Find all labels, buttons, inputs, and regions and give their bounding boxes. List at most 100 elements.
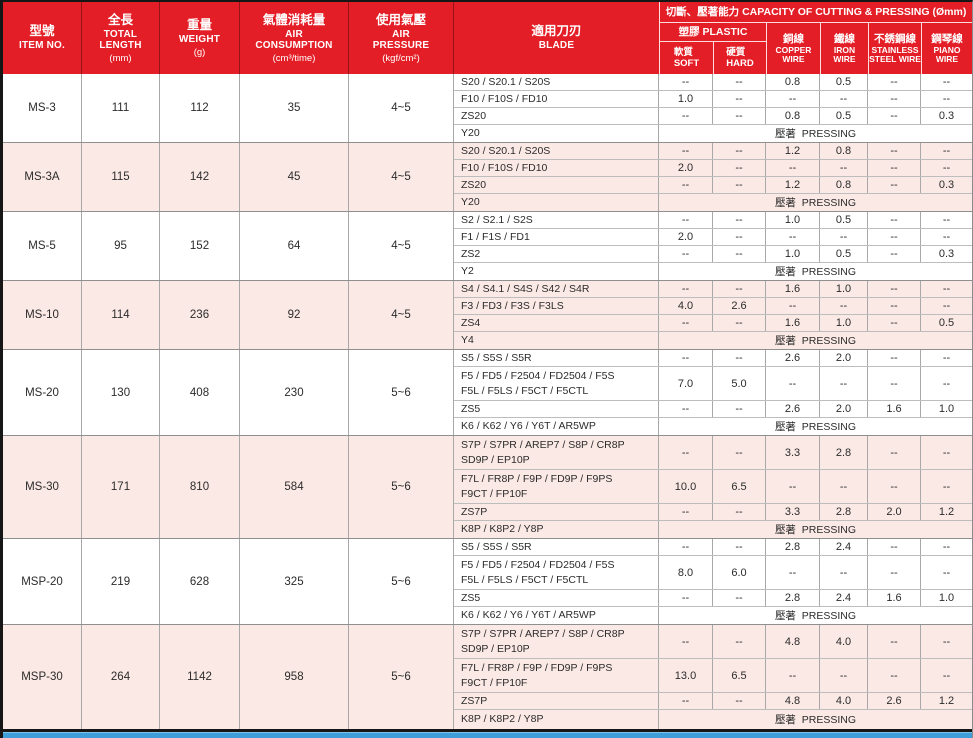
blade-row: K6 / K62 / Y6 / Y6T / AR5WP 壓著 PRESSING (454, 607, 972, 624)
capacity-piano-cell: 1.2 (938, 506, 955, 518)
capacity-hard-cell: -- (713, 177, 766, 193)
spec-air-pressure: 5~6 (349, 539, 454, 624)
capacity-copper-cell: 3.3 (766, 436, 820, 469)
table-body: MS-3 111 112 35 4~5 S20 / S20.1 / S20S -- -- 0.8… (3, 74, 972, 738)
blade-row: ZS2 -- -- 1.0 0.5 -- 0.3 (454, 246, 972, 263)
capacity-stainless-cell: -- (868, 659, 921, 692)
column-header-air-consumption-unit: (cm³/time) (272, 52, 316, 64)
capacity-copper-cell: 2.6 (766, 350, 820, 366)
capacity-piano-cell: -- (942, 352, 951, 364)
blade-cell: F10 / F10S / FD10 (454, 91, 659, 107)
blade-cell: ZS20 (454, 177, 659, 193)
blade-row: S5 / S5S / S5R -- -- 2.6 2.0 -- -- (454, 350, 972, 367)
capacity-iron-cell: 0.8 (820, 177, 868, 193)
column-header-item-no-en: ITEM NO. (18, 40, 66, 52)
blade-row: F10 / F10S / FD10 2.0 -- -- -- -- -- (454, 160, 972, 177)
spec-air-consumption: 958 (240, 625, 349, 729)
capacity-copper-cell: -- (766, 556, 820, 589)
capacity-hard-cell: -- (713, 539, 766, 555)
capacity-copper-cell: 1.0 (766, 212, 820, 228)
capacity-hard-cell: -- (713, 160, 766, 176)
capacity-iron-cell: -- (820, 298, 868, 314)
model-section-ms-20: MS-20 130 408 230 5~6 S5 / S5S / S5R -- -- 2.6 2.… (3, 350, 972, 436)
spec-item-no: MS-20 (3, 350, 82, 435)
blade-cell: F7L / FR8P / F9P / FD9P / F9PS F9CT / FP… (454, 470, 659, 503)
capacity-piano-cell: -- (942, 300, 951, 312)
capacity-stainless-cell: -- (868, 539, 921, 555)
pressing-cell: 壓著 PRESSING (774, 421, 857, 433)
spec-total-length: 264 (82, 625, 160, 729)
capacity-piano-cell: 0.5 (938, 317, 955, 329)
capacity-piano-cell: 0.3 (938, 248, 955, 260)
capacity-hard-cell: -- (713, 229, 766, 245)
model-section-ms-3: MS-3 111 112 35 4~5 S20 / S20.1 / S20S -- -- 0.8… (3, 74, 972, 143)
blade-cell: Y20 (454, 194, 659, 211)
blade-cell: ZS2 (454, 246, 659, 262)
spec-air-consumption: 35 (240, 74, 349, 142)
blade-row: F7L / FR8P / F9P / FD9P / F9PS F9CT / FP… (454, 659, 972, 693)
capacity-soft-cell: -- (659, 401, 713, 417)
capacity-piano-cell: -- (942, 93, 951, 105)
blade-row: S20 / S20.1 / S20S -- -- 1.2 0.8 -- -- (454, 143, 972, 160)
capacity-hard-cell: -- (713, 315, 766, 331)
column-header-blade-zh: 適用刀刃 (531, 24, 582, 39)
spec-total-length: 95 (82, 212, 160, 280)
blade-cell: Y4 (454, 332, 659, 349)
capacity-hard-cell: 2.6 (713, 298, 766, 314)
blade-row: Y2 壓著 PRESSING (454, 263, 972, 280)
capacity-hard-cell: -- (713, 281, 766, 297)
capacity-soft-cell: 4.0 (659, 298, 713, 314)
blade-row: F7L / FR8P / F9P / FD9P / F9PS F9CT / FP… (454, 470, 972, 504)
capacity-piano-cell: 0.3 (938, 179, 955, 191)
blade-cell: F5 / FD5 / F2504 / FD2504 / F5S F5L / F5… (454, 367, 659, 400)
capacity-soft-cell: -- (659, 504, 713, 520)
iron-wire-zh: 鐵線 (834, 32, 855, 45)
capacity-iron-cell: 2.0 (820, 401, 868, 417)
column-header-air-consumption: 氣體消耗量 AIR CONSUMPTION (cm³/time) (240, 2, 349, 74)
capacity-hard-cell: 5.0 (713, 367, 766, 400)
capacity-stainless-cell: 1.6 (868, 401, 921, 417)
capacity-piano-cell: -- (942, 541, 951, 553)
spec-weight: 810 (160, 436, 240, 538)
capacity-stainless-cell: -- (868, 177, 921, 193)
capacity-soft-cell: 7.0 (659, 367, 713, 400)
capacity-hard-cell: -- (713, 350, 766, 366)
capacity-piano-cell: 1.2 (938, 695, 955, 707)
capacity-stainless-cell: -- (868, 229, 921, 245)
capacity-iron-cell: 4.0 (820, 625, 868, 658)
capacity-piano-cell: 0.3 (938, 110, 955, 122)
column-header-weight-unit: (g) (193, 46, 206, 58)
model-section-ms-5: MS-5 95 152 64 4~5 S2 / S2.1 / S2S -- -- 1.0 0.5-… (3, 212, 972, 281)
blade-cell: ZS20 (454, 108, 659, 124)
blade-row: Y20 壓著 PRESSING (454, 125, 972, 142)
capacity-stainless-cell: -- (868, 108, 921, 124)
column-header-weight-en: WEIGHT (178, 34, 221, 46)
capacity-subheaders: 塑膠 PLASTIC 軟質 SOFT 硬質 HARD 銅線 COPPER WIR… (660, 23, 972, 74)
column-header-air-pressure: 使用氣壓 AIR PRESSURE (kgf/cm²) (349, 2, 454, 74)
column-header-hard: 硬質 HARD (726, 47, 754, 69)
blade-row: Y4 壓著 PRESSING (454, 332, 972, 349)
spec-total-length: 111 (82, 74, 160, 142)
capacity-stainless-cell: -- (868, 143, 921, 159)
copper-wire-en: COPPER WIRE (775, 44, 812, 64)
blade-row: S5 / S5S / S5R -- -- 2.8 2.4 -- -- (454, 539, 972, 556)
column-header-weight-zh: 重量 (186, 18, 212, 33)
capacity-piano-cell: -- (942, 162, 951, 174)
spec-weight: 408 (160, 350, 240, 435)
capacity-copper-cell: -- (766, 470, 820, 503)
blade-row: ZS5 -- -- 2.8 2.4 1.6 1.0 (454, 590, 972, 607)
spec-total-length: 115 (82, 143, 160, 211)
blade-cell: F7L / FR8P / F9P / FD9P / F9PS F9CT / FP… (454, 659, 659, 692)
blade-row: F5 / FD5 / F2504 / FD2504 / F5S F5L / F5… (454, 556, 972, 590)
spec-total-length: 114 (82, 281, 160, 349)
capacity-hard-cell: -- (713, 108, 766, 124)
capacity-hard-cell: -- (713, 401, 766, 417)
capacity-stainless-cell: -- (868, 160, 921, 176)
blade-cell: S5 / S5S / S5R (454, 350, 659, 366)
capacity-hard-cell: -- (713, 91, 766, 107)
model-section-msp-20: MSP-20 219 628 325 5~6 S5 / S5S / S5R -- -- 2.8 2… (3, 539, 972, 625)
blade-cell: K8P / K8P2 / Y8P (454, 521, 659, 538)
capacity-soft-cell: -- (659, 436, 713, 469)
blade-cell: K6 / K62 / Y6 / Y6T / AR5WP (454, 607, 659, 624)
